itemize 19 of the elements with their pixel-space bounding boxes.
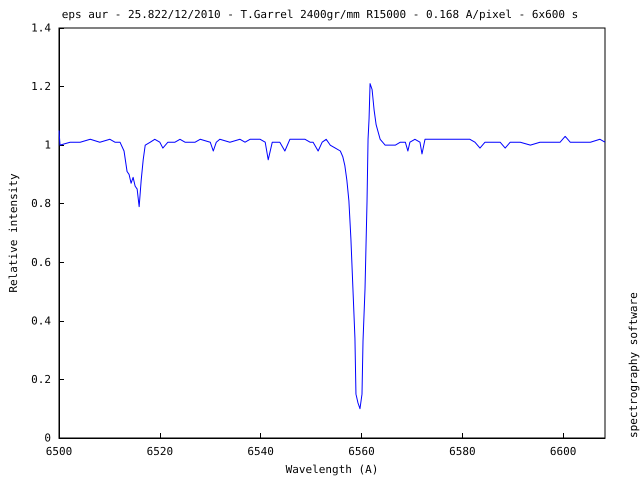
x-tick-label: 6540 bbox=[247, 445, 274, 458]
chart-title: eps aur - 25.822/12/2010 - T.Garrel 2400gr/mm R15000 - 0.168 A/pixel - 6x600 s bbox=[62, 8, 578, 21]
x-tick-label: 6560 bbox=[348, 445, 375, 458]
x-axis-title: Wavelength (A) bbox=[286, 463, 378, 476]
y-tick-label: 1.2 bbox=[31, 80, 51, 94]
y-tick-label: 0 bbox=[44, 432, 51, 444]
x-tick-label: 6600 bbox=[550, 445, 576, 458]
y-tick-label: 0.2 bbox=[31, 372, 51, 386]
y-tick-label: 1.4 bbox=[31, 22, 52, 34]
x-tick-label: 6500 bbox=[46, 445, 72, 458]
x-tick-label: 6580 bbox=[449, 445, 476, 458]
line-series bbox=[58, 83, 606, 410]
y-tick-label: 0.6 bbox=[31, 256, 51, 269]
y-tick-label: 1 bbox=[44, 138, 51, 152]
y-tick-label: 0.8 bbox=[31, 197, 51, 210]
x-tick-label: 6520 bbox=[146, 445, 174, 458]
y-tick-label: 0.4 bbox=[31, 314, 52, 328]
text: spectrography software bbox=[627, 292, 640, 438]
y-axis-title: Relative intensity bbox=[7, 173, 20, 293]
